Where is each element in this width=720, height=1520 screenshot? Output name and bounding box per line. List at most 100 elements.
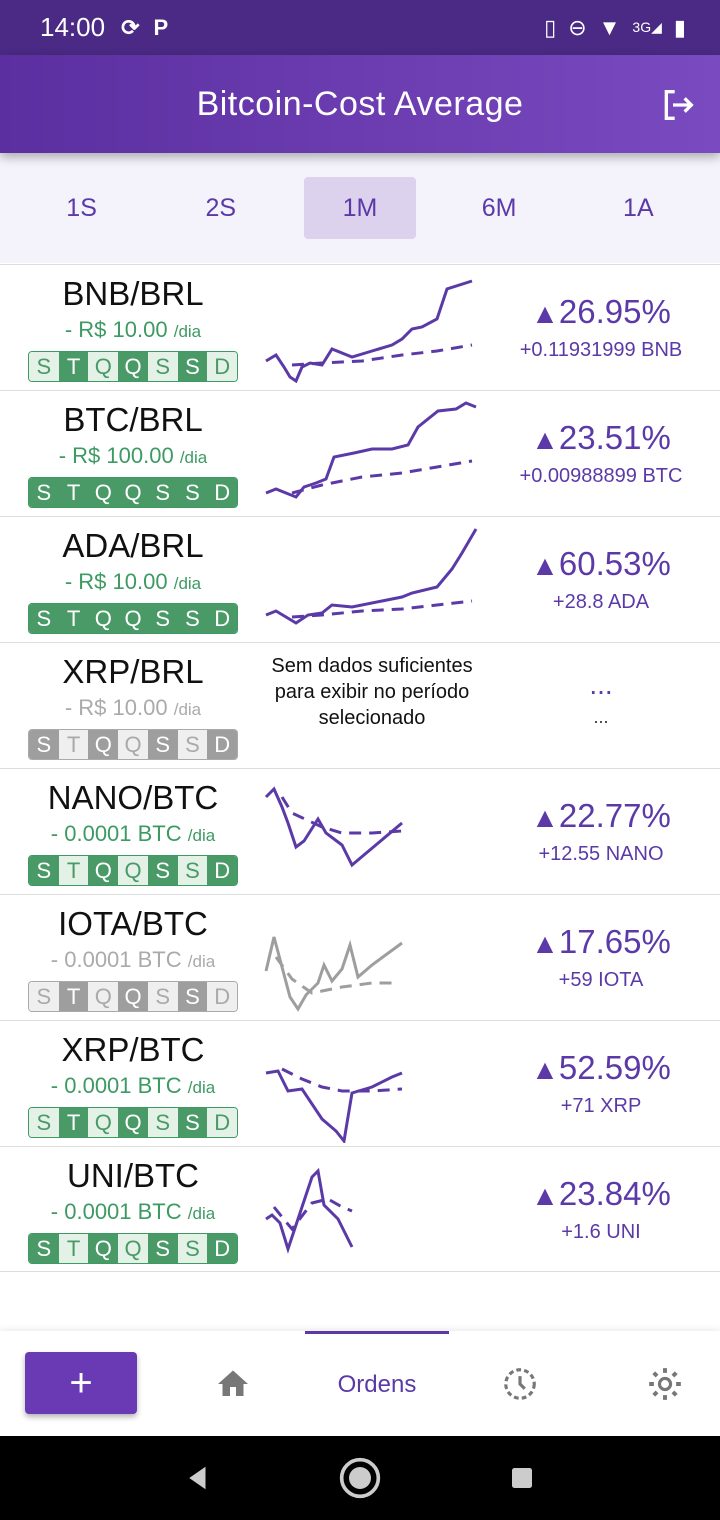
weekday-chip[interactable]: Q [118, 604, 148, 633]
order-row[interactable]: BNB/BRL - R$ 10.00 /dia S T Q Q S S D ▲26.95% +0.1… [0, 264, 720, 390]
period-1m[interactable]: 1M [303, 177, 416, 239]
weekday-chip[interactable]: D [207, 982, 237, 1011]
weekday-chip[interactable]: S [29, 856, 59, 885]
network-type: 3G [632, 19, 652, 35]
order-row[interactable]: XRP/BTC - 0.0001 BTC /dia S T Q Q S S D ▲52.59% +7… [0, 1020, 720, 1146]
weekday-chip[interactable]: D [207, 1108, 237, 1137]
weekday-chip[interactable]: Q [88, 604, 119, 633]
weekday-chip[interactable]: Q [118, 1108, 148, 1137]
performance-value: 26.95% [558, 293, 671, 330]
nav-history[interactable] [470, 1331, 570, 1436]
weekday-chip[interactable]: S [177, 730, 208, 759]
weekday-chip[interactable]: S [147, 352, 178, 381]
period-1s[interactable]: 1S [66, 193, 97, 222]
weekday-chip[interactable]: T [58, 856, 89, 885]
weekday-chip[interactable]: T [58, 982, 89, 1011]
weekday-chip[interactable]: Q [118, 982, 148, 1011]
weekday-chip[interactable]: D [207, 730, 237, 759]
weekday-chip[interactable]: D [207, 352, 237, 381]
nav-home[interactable] [180, 1331, 286, 1436]
weekday-chip[interactable]: Q [88, 1234, 119, 1263]
weekday-chip[interactable]: S [177, 856, 208, 885]
order-row[interactable]: NANO/BTC - 0.0001 BTC /dia S T Q Q S S D ▲22.77% +… [0, 768, 720, 894]
weekday-chip[interactable]: D [207, 478, 237, 507]
order-pair: BNB/BRL [62, 275, 204, 312]
weekday-chip[interactable]: Q [88, 982, 119, 1011]
weekday-chip[interactable]: T [58, 478, 89, 507]
order-pair: UNI/BTC [67, 1157, 199, 1194]
weekday-chip[interactable]: S [29, 604, 59, 633]
weekday-chip[interactable]: Q [88, 352, 119, 381]
accumulated-gain: +0.11931999 BNB [519, 339, 683, 361]
weekday-chip[interactable]: T [58, 1108, 89, 1137]
period-1a[interactable]: 1A [623, 193, 654, 222]
price-line [264, 786, 403, 868]
order-row[interactable]: XRP/BRL - R$ 10.00 /dia S T Q Q S S D Sem dados s… [0, 642, 720, 768]
weekday-chip[interactable]: D [207, 1234, 237, 1263]
order-row[interactable]: BTC/BRL - R$ 100.00 /dia S T Q Q S S D ▲23.51% +0.… [0, 390, 720, 516]
order-amount-unit: /dia [173, 322, 202, 341]
recents-icon[interactable] [507, 1463, 537, 1493]
period-2s[interactable]: 2S [205, 193, 237, 222]
order-pair: XRP/BRL [62, 653, 204, 690]
order-pair: ADA/BRL [62, 527, 204, 564]
app-bar: Bitcoin-Cost Average [0, 55, 720, 153]
order-amount-unit: /dia [187, 1204, 216, 1223]
weekday-chip[interactable]: Q [88, 730, 119, 759]
order-row[interactable]: ADA/BRL - R$ 10.00 /dia S T Q Q S S D ▲60.53% +28.… [0, 516, 720, 642]
signal-3g-icon: 3G◢ [632, 19, 662, 35]
performance-value: 52.59% [558, 1049, 671, 1086]
weekday-chip[interactable]: S [177, 982, 208, 1011]
nav-orders[interactable]: Ordens [305, 1331, 449, 1436]
weekday-chip[interactable]: S [29, 1234, 59, 1263]
order-row[interactable]: UNI/BTC - 0.0001 BTC /dia S T Q Q S S D ▲23.84% +1… [0, 1146, 720, 1272]
nav-settings[interactable] [615, 1331, 715, 1436]
weekday-chip[interactable]: S [29, 478, 59, 507]
weekday-chip[interactable]: S [177, 478, 208, 507]
weekday-chip[interactable]: S [147, 1108, 178, 1137]
accumulated-gain: +59 IOTA [558, 969, 644, 991]
back-icon[interactable] [183, 1463, 213, 1493]
weekday-chip[interactable]: S [147, 856, 178, 885]
sync-icon: ⟳ [121, 14, 140, 40]
weekday-chip[interactable]: Q [118, 1234, 148, 1263]
weekday-chip[interactable]: Q [88, 478, 119, 507]
weekday-chip[interactable]: S [29, 730, 59, 759]
add-order-button[interactable]: + [25, 1352, 137, 1414]
up-arrow-icon: ▲ [531, 1180, 559, 1211]
weekday-chip[interactable]: S [177, 352, 208, 381]
logout-icon[interactable] [658, 85, 698, 125]
home-circle-icon[interactable] [338, 1456, 382, 1500]
weekday-chip[interactable]: S [177, 1108, 208, 1137]
weekday-chip[interactable]: T [58, 1234, 89, 1263]
period-6m[interactable]: 6M [481, 193, 517, 222]
price-line [265, 279, 473, 384]
weekday-chip[interactable]: S [29, 982, 59, 1011]
order-row[interactable]: IOTA/BTC - 0.0001 BTC /dia S T Q Q S S D ▲17.65% +… [0, 894, 720, 1020]
weekday-chip[interactable]: T [58, 604, 89, 633]
up-arrow-icon: ▲ [531, 424, 559, 455]
order-amount: - R$ 10.00 /dia [0, 317, 266, 343]
weekday-chip[interactable]: Q [118, 856, 148, 885]
weekday-chip[interactable]: S [147, 1234, 178, 1263]
weekday-chip[interactable]: Q [118, 478, 148, 507]
price-sparkline [265, 1067, 403, 1143]
page-title: Bitcoin-Cost Average [196, 84, 524, 123]
weekday-chip[interactable]: Q [118, 730, 148, 759]
weekday-chip[interactable]: T [58, 730, 89, 759]
weekday-chip[interactable]: S [147, 604, 178, 633]
weekday-chip[interactable]: S [177, 604, 208, 633]
weekday-chip[interactable]: S [29, 1108, 59, 1137]
weekday-chip[interactable]: D [207, 856, 237, 885]
weekday-chip[interactable]: Q [88, 1108, 119, 1137]
weekday-chip[interactable]: S [177, 1234, 208, 1263]
weekday-chip[interactable]: S [147, 982, 178, 1011]
performance-value: 22.77% [558, 797, 671, 834]
weekday-chip[interactable]: S [147, 730, 178, 759]
weekday-chip[interactable]: D [207, 604, 237, 633]
weekday-chip[interactable]: S [147, 478, 178, 507]
weekday-chip[interactable]: S [29, 352, 59, 381]
weekday-chip[interactable]: Q [118, 352, 148, 381]
weekday-chip[interactable]: Q [88, 856, 119, 885]
weekday-chip[interactable]: T [58, 352, 89, 381]
